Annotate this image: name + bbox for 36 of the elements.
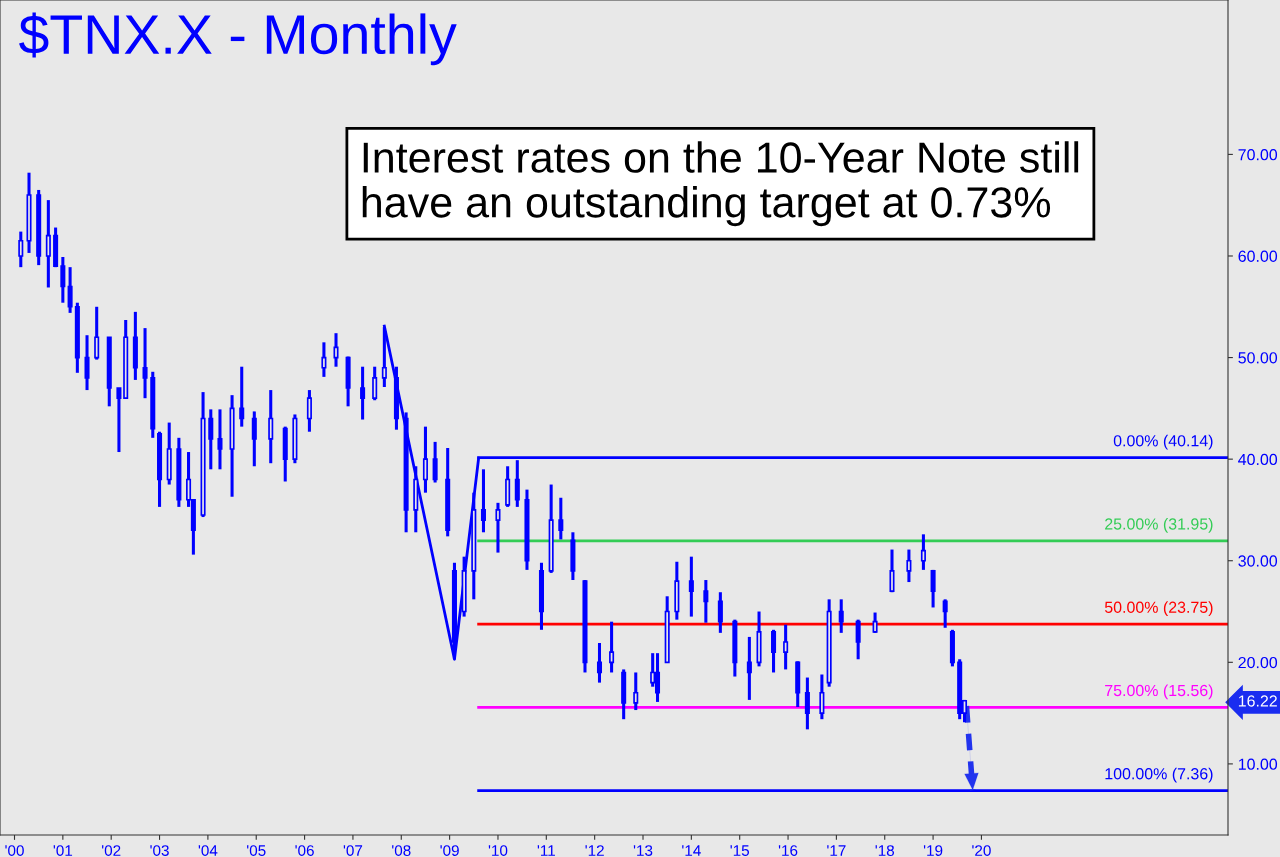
annotation: Interest rates on the 10-Year Note still have an outstanding target at 0.73% xyxy=(362,141,1079,227)
series-label: 25.00% (31.95) xyxy=(1105,517,1213,533)
x-tick-label: '01 xyxy=(53,845,73,856)
y-tick-label: 30.00 xyxy=(1238,555,1278,567)
x-tick-label: '19 xyxy=(923,845,943,856)
x-tick-label: '09 xyxy=(440,845,459,856)
x-tick-label: '08 xyxy=(392,845,411,856)
x-tick-label: '05 xyxy=(247,845,266,856)
x-tick-label: '18 xyxy=(875,845,895,856)
series-label: 0.00% (40.14) xyxy=(1113,434,1213,450)
x-tick-label: '17 xyxy=(827,845,846,856)
x-tick-label: '10 xyxy=(488,845,508,856)
x-tick-label: '07 xyxy=(343,845,363,856)
x-tick-label: '16 xyxy=(778,845,798,856)
y-tick-label: 50.00 xyxy=(1238,352,1278,364)
series-label: 75.00% (15.56) xyxy=(1105,684,1213,700)
y-tick-label: 16.22 xyxy=(1238,695,1277,707)
chart-title: $TNX.X - Monthly xyxy=(19,12,457,66)
x-tick-label: '14 xyxy=(682,845,701,856)
series-label: 50.00% (23.75) xyxy=(1104,601,1213,617)
x-tick-label: '11 xyxy=(537,845,555,856)
x-tick-label: '12 xyxy=(585,845,604,856)
x-tick-label: '00 xyxy=(5,845,24,856)
x-tick-label: '13 xyxy=(633,845,653,856)
y-tick-label: 60.00 xyxy=(1238,250,1278,262)
y-tick-label: 10.00 xyxy=(1238,758,1278,770)
x-tick-label: '02 xyxy=(102,845,121,856)
y-tick-label: 70.00 xyxy=(1238,149,1278,161)
x-tick-label: '06 xyxy=(295,845,314,856)
x-tick-label: '15 xyxy=(730,845,750,856)
x-tick-label: '04 xyxy=(198,845,218,856)
y-tick-label: 20.00 xyxy=(1238,656,1278,669)
series-label: 100.00% (7.36) xyxy=(1105,767,1213,783)
y-tick-label: 40.00 xyxy=(1238,453,1278,466)
x-tick-label: '03 xyxy=(150,845,169,856)
x-tick-label: '20 xyxy=(972,845,991,856)
